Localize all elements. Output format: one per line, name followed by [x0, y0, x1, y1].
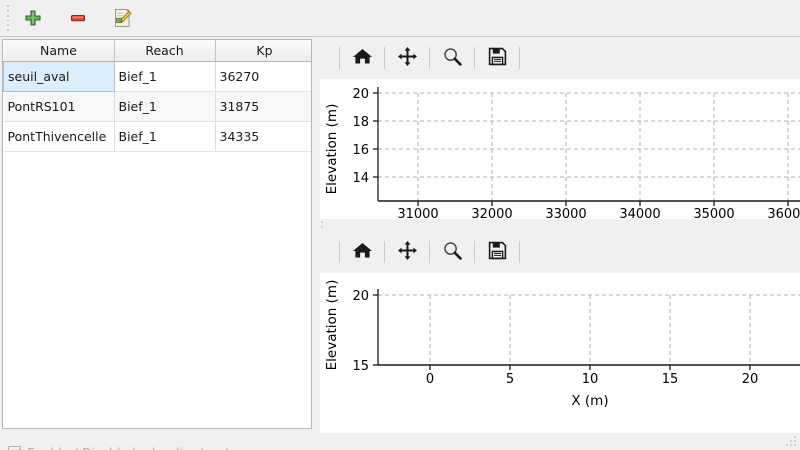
home-icon [352, 46, 373, 70]
cross-section-ytick-label: 15 [352, 359, 369, 374]
edit-button[interactable] [108, 3, 138, 33]
home-icon [352, 240, 373, 264]
structures-pane: Name Reach Kp seuil_aval Bief_1 36270 Po… [0, 37, 314, 450]
structures-table-frame[interactable]: Name Reach Kp seuil_aval Bief_1 36270 Po… [2, 39, 312, 429]
cross-section-plot-panel: Elevation (m) [320, 231, 800, 450]
profile-ylabel: Elevation (m) [324, 104, 340, 195]
toolbar-separator [429, 47, 430, 69]
cross-section-yticklabels: 20 15 [352, 289, 369, 374]
checkbox-box[interactable] [8, 446, 21, 450]
profile-ytick-label: 16 [352, 143, 369, 158]
profile-xtick-label: 36000 [767, 207, 800, 219]
cross-section-xtick-label: 20 [742, 372, 759, 387]
cell-name[interactable]: PontThivencelle [3, 121, 115, 152]
profile-xticklabels: 31000 32000 33000 34000 35000 36000 [397, 207, 800, 219]
move-icon [397, 240, 418, 264]
toolbar-separator [519, 47, 520, 69]
cross-section-xtick-marks [429, 365, 751, 370]
column-header-name[interactable]: Name [3, 40, 115, 62]
cell-kp[interactable]: 36270 [215, 61, 311, 92]
toolbar-separator [474, 241, 475, 263]
cross-section-xtick-label: 5 [506, 372, 514, 387]
profile-plot-panel: Elevation (m) [320, 37, 800, 219]
toolbar-separator [384, 241, 385, 263]
profile-gridlines [378, 92, 800, 201]
cell-reach[interactable]: Bief_1 [114, 61, 216, 92]
floppy-icon [487, 46, 508, 70]
toolbar-separator [384, 47, 385, 69]
pan-button[interactable] [390, 237, 424, 267]
structures-table: Name Reach Kp seuil_aval Bief_1 36270 Po… [3, 40, 311, 152]
table-header-row: Name Reach Kp [3, 40, 311, 62]
window-resize-grip[interactable] [784, 434, 798, 448]
vertical-splitter[interactable] [314, 37, 320, 450]
profile-ytick-marks [373, 92, 378, 178]
toolbar-separator [519, 241, 520, 263]
plots-pane: Elevation (m) [320, 37, 800, 450]
table-row[interactable]: seuil_aval Bief_1 36270 [3, 61, 311, 92]
profile-plot-canvas[interactable]: Elevation (m) [320, 79, 800, 219]
toolbar-drag-handle[interactable] [3, 5, 12, 31]
cross-section-ytick-marks [373, 294, 378, 366]
cross-section-ylabel: Elevation (m) [324, 280, 340, 371]
profile-plot-toolbar [320, 37, 800, 79]
cell-kp[interactable]: 31875 [215, 91, 311, 122]
magnifier-icon [442, 240, 463, 264]
cross-section-xlabel: X (m) [571, 393, 608, 409]
cross-section-plot-svg: Elevation (m) [320, 273, 800, 433]
cell-name[interactable]: seuil_aval [3, 61, 115, 92]
cross-section-xticklabels: 0 5 10 15 20 [426, 372, 758, 387]
toolbar-separator [429, 241, 430, 263]
profile-yticklabels: 20 18 16 14 [352, 87, 369, 186]
enable-structure-label: Enable / Disable hydraulic structure [27, 445, 251, 450]
profile-ytick-label: 14 [352, 171, 369, 186]
home-button[interactable] [345, 43, 379, 73]
plus-icon [24, 9, 42, 27]
profile-ytick-label: 20 [352, 87, 369, 102]
cross-section-plot-toolbar [320, 231, 800, 273]
zoom-button[interactable] [435, 237, 469, 267]
cross-section-xtick-label: 10 [582, 372, 599, 387]
toolbar-separator [474, 47, 475, 69]
save-button[interactable] [480, 43, 514, 73]
save-button[interactable] [480, 237, 514, 267]
profile-xtick-label: 35000 [693, 207, 734, 219]
cell-reach[interactable]: Bief_1 [114, 121, 216, 152]
magnifier-icon [442, 46, 463, 70]
profile-xtick-label: 32000 [471, 207, 512, 219]
profile-xtick-label: 31000 [397, 207, 438, 219]
toolbar-separator [339, 47, 340, 69]
profile-xtick-label: 34000 [619, 207, 660, 219]
profile-plot-svg: Elevation (m) [320, 79, 800, 219]
zoom-button[interactable] [435, 43, 469, 73]
cross-section-xtick-label: 15 [662, 372, 679, 387]
horizontal-splitter[interactable] [320, 219, 800, 233]
move-icon [397, 46, 418, 70]
main-toolbar [0, 0, 800, 37]
profile-xtick-marks [417, 201, 789, 206]
pan-button[interactable] [390, 43, 424, 73]
toolbar-separator [339, 241, 340, 263]
cross-section-plot-canvas[interactable]: Elevation (m) [320, 273, 800, 433]
minus-icon [69, 9, 87, 27]
cross-section-ytick-label: 20 [352, 289, 369, 304]
floppy-icon [487, 240, 508, 264]
profile-xtick-label: 33000 [545, 207, 586, 219]
cell-name[interactable]: PontRS101 [3, 91, 115, 122]
column-header-kp[interactable]: Kp [215, 40, 311, 62]
table-row[interactable]: PontThivencelle Bief_1 34335 [3, 121, 311, 152]
remove-button[interactable] [63, 3, 93, 33]
profile-ytick-label: 18 [352, 115, 369, 130]
table-row[interactable]: PontRS101 Bief_1 31875 [3, 91, 311, 122]
column-header-reach[interactable]: Reach [114, 40, 216, 62]
cell-kp[interactable]: 34335 [215, 121, 311, 152]
home-button[interactable] [345, 237, 379, 267]
enable-structure-checkbox[interactable]: Enable / Disable hydraulic structure [8, 445, 251, 450]
cell-reach[interactable]: Bief_1 [114, 91, 216, 122]
cross-section-xtick-label: 0 [426, 372, 434, 387]
edit-icon [112, 7, 134, 29]
add-button[interactable] [18, 3, 48, 33]
